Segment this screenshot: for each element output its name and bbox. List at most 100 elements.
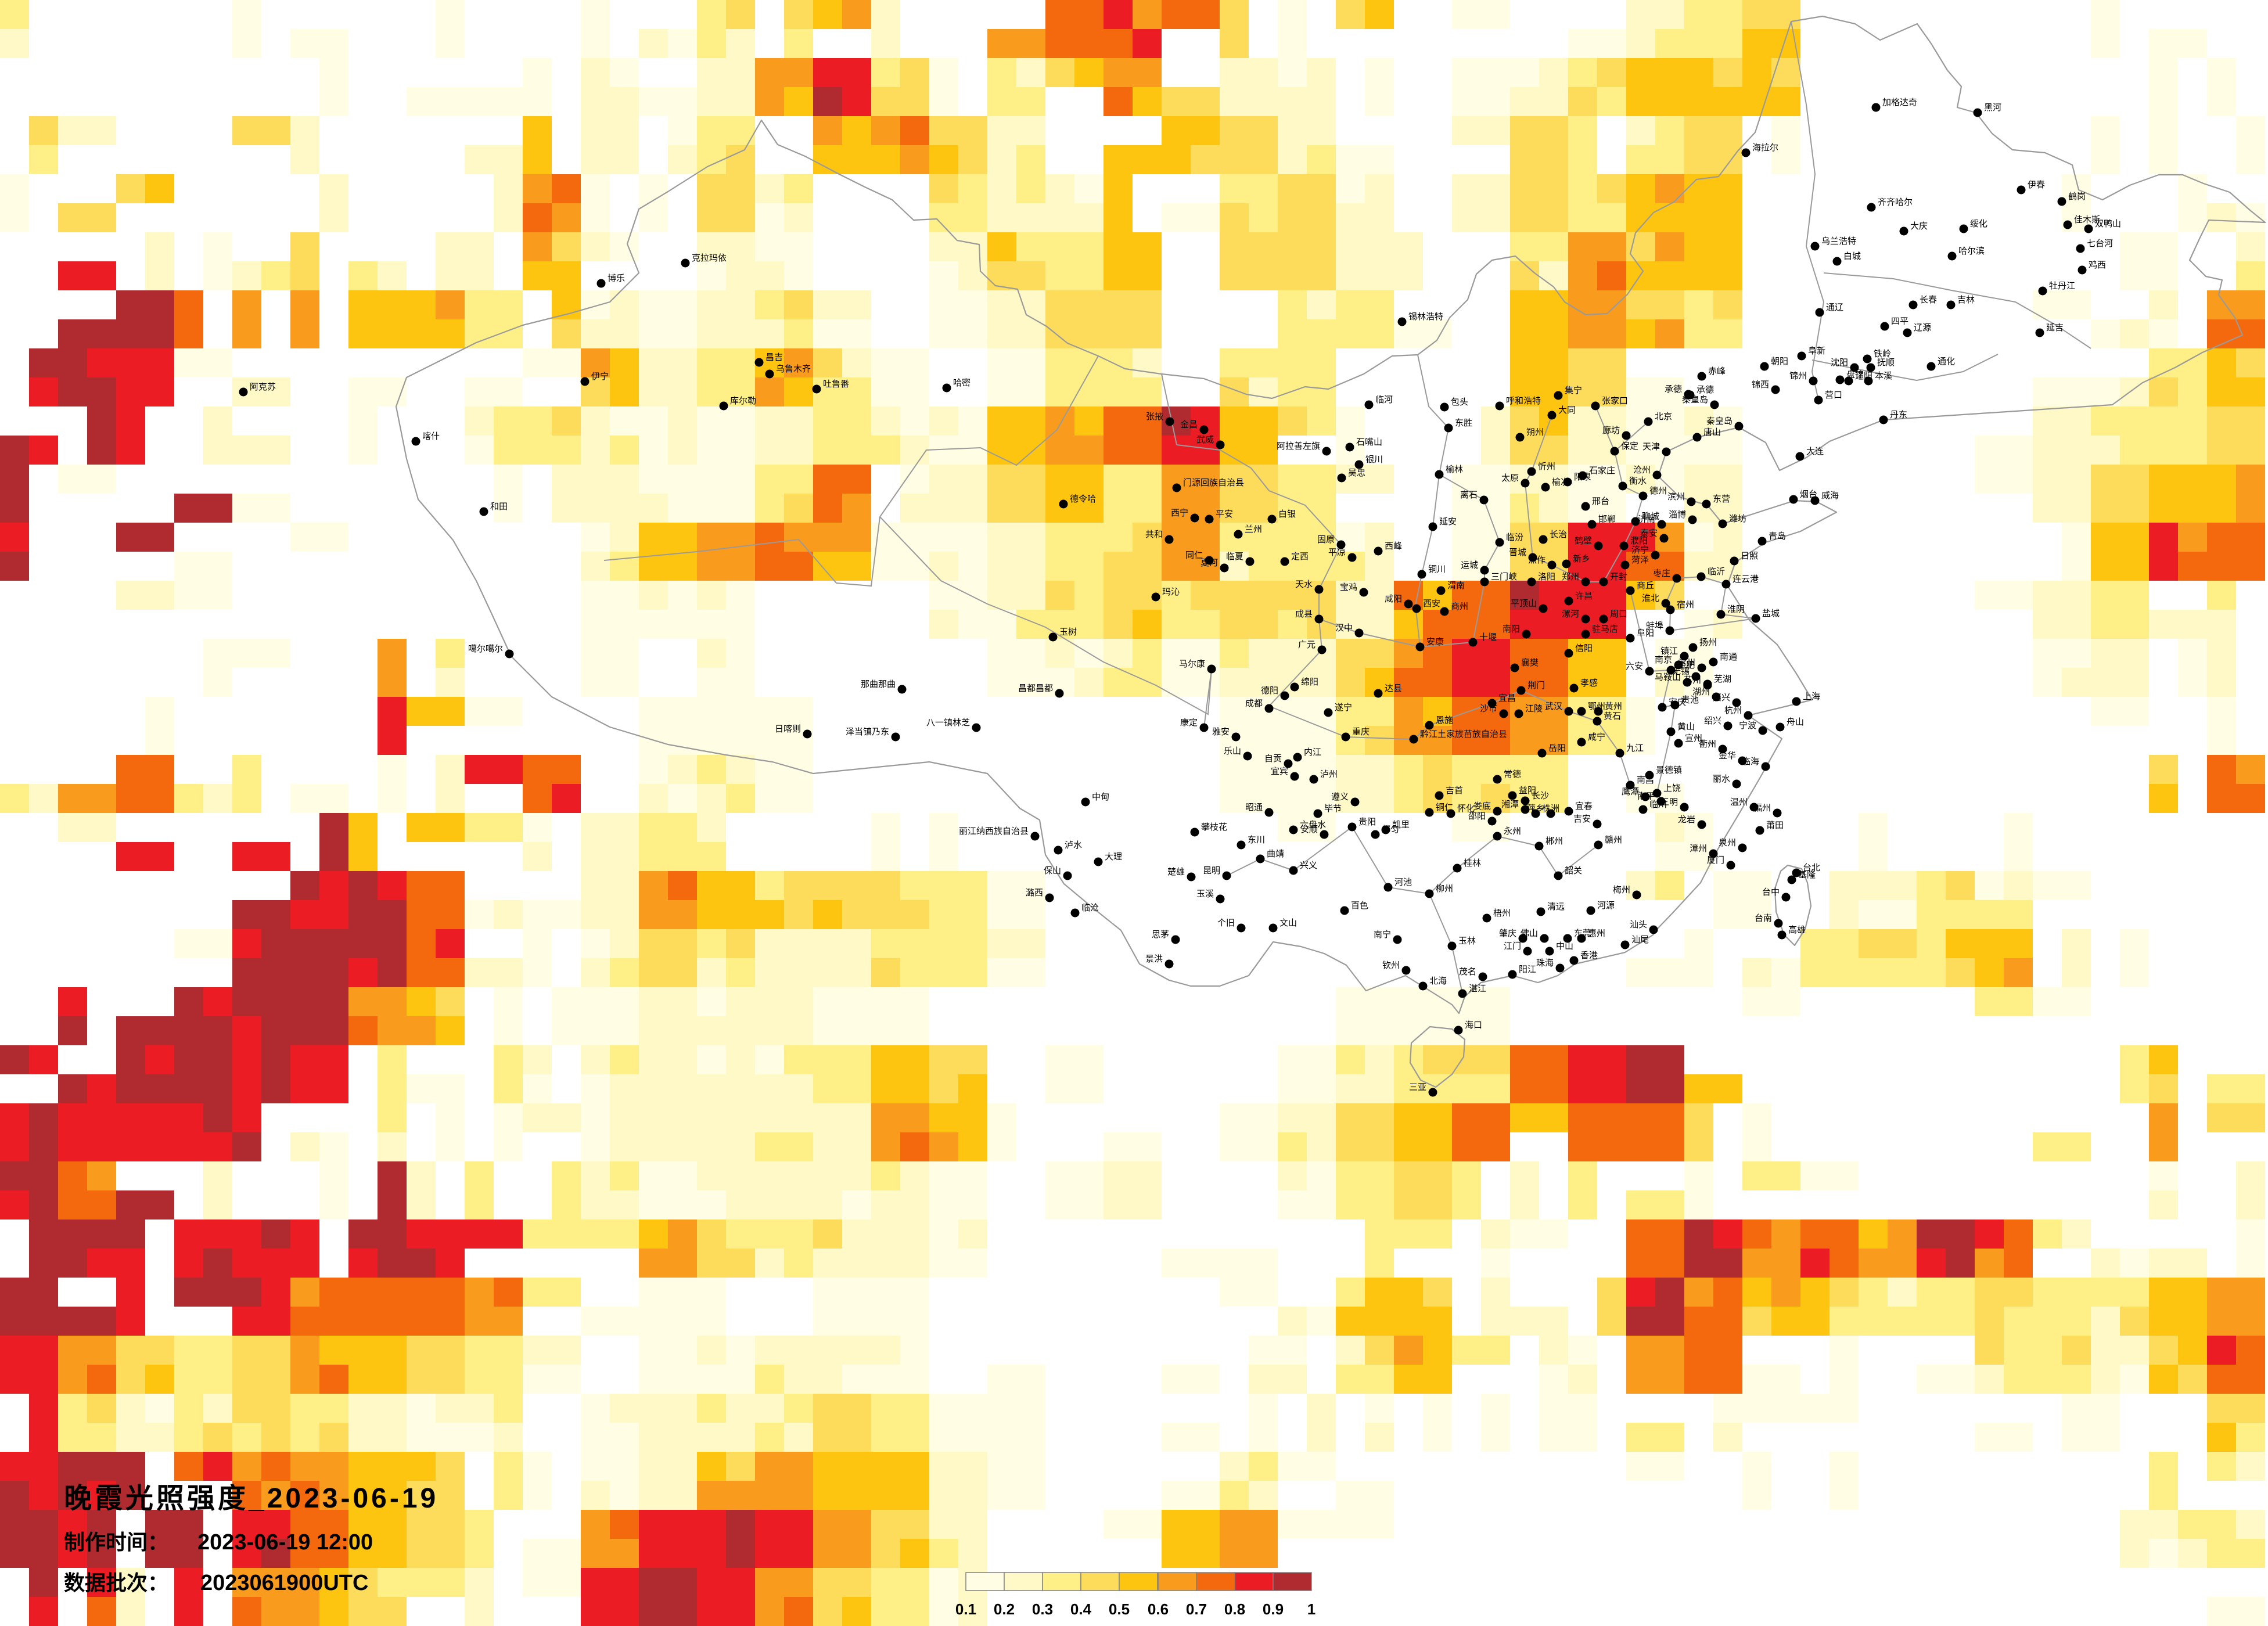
svg-text:六安: 六安 [1626,661,1643,671]
svg-text:黔江土家族苗族自治县: 黔江土家族苗族自治县 [1420,729,1507,739]
svg-text:玉溪: 玉溪 [1196,889,1214,899]
svg-text:七台河: 七台河 [2087,239,2113,249]
svg-text:咸阳: 咸阳 [1385,594,1402,604]
svg-text:0.4: 0.4 [1070,1600,1092,1618]
svg-text:东营: 东营 [1713,494,1730,504]
svg-text:凯里: 凯里 [1392,820,1410,830]
svg-text:延安: 延安 [1439,517,1457,527]
svg-text:大连: 大连 [1806,447,1824,456]
svg-text:张家口: 张家口 [1602,396,1628,406]
svg-text:阿拉善左旗: 阿拉善左旗 [1277,441,1320,451]
svg-text:滨州: 滨州 [1667,492,1685,502]
svg-text:漳州: 漳州 [1690,843,1707,854]
svg-text:博乐: 博乐 [608,274,625,283]
svg-text:周口: 周口 [1610,609,1627,619]
svg-text:萍乡: 萍乡 [1527,804,1544,814]
svg-text:漯河: 漯河 [1562,609,1579,619]
svg-text:承德: 承德 [1696,384,1714,395]
svg-text:重庆: 重庆 [1352,727,1370,737]
svg-text:泰安: 泰安 [1640,528,1658,538]
svg-text:库尔勒: 库尔勒 [730,396,756,406]
svg-text:牡丹江: 牡丹江 [2049,281,2075,291]
svg-text:台南: 台南 [1755,913,1772,923]
svg-text:0.6: 0.6 [1148,1600,1169,1618]
svg-text:加格达奇: 加格达奇 [1882,98,1917,107]
svg-text:齐齐哈尔: 齐齐哈尔 [1878,197,1913,207]
svg-text:驻马店: 驻马店 [1592,624,1618,634]
svg-text:乌兰浩特: 乌兰浩特 [1821,236,1856,246]
svg-text:楚雄: 楚雄 [1167,867,1185,877]
svg-text:绵阳: 绵阳 [1301,677,1318,687]
svg-text:珠海: 珠海 [1536,958,1554,968]
svg-text:昭通: 昭通 [1245,803,1263,812]
svg-text:德阳: 德阳 [1261,685,1278,696]
svg-text:2023061900UTC: 2023061900UTC [200,1571,368,1595]
svg-text:安顺: 安顺 [1300,825,1318,834]
svg-text:日喀则: 日喀则 [775,724,801,734]
svg-text:康定: 康定 [1180,718,1198,728]
svg-text:东川: 东川 [1248,835,1265,845]
svg-text:石嘴山: 石嘴山 [1356,437,1382,447]
svg-text:柳州: 柳州 [1436,884,1453,894]
svg-text:晚霞光照强度_2023-06-19: 晚霞光照强度_2023-06-19 [64,1483,438,1514]
svg-text:景德镇: 景德镇 [1656,765,1682,775]
svg-text:长沙: 长沙 [1532,791,1549,801]
svg-text:衡水: 衡水 [1629,476,1647,486]
svg-text:商丘: 商丘 [1637,581,1654,591]
svg-text:开封: 开封 [1610,572,1627,582]
svg-text:思茅: 思茅 [1152,930,1169,940]
svg-text:江陵: 江陵 [1525,704,1543,714]
svg-text:芜湖: 芜湖 [1714,674,1731,684]
svg-text:湖州: 湖州 [1692,687,1710,697]
svg-text:岳阳: 岳阳 [1548,743,1566,753]
svg-text:唐山: 唐山 [1703,427,1721,437]
svg-text:临沂: 临沂 [1708,567,1725,577]
svg-text:临汾: 临汾 [1506,533,1523,542]
svg-text:台北: 台北 [1803,863,1820,873]
svg-text:自贡: 自贡 [1264,754,1282,764]
svg-text:内江: 内江 [1304,747,1321,757]
svg-text:菏泽: 菏泽 [1631,555,1649,565]
svg-text:廊坊: 廊坊 [1602,426,1620,436]
svg-text:江门: 江门 [1504,941,1521,951]
svg-text:武威: 武威 [1196,435,1214,445]
svg-text:乐山: 乐山 [1224,746,1241,756]
svg-text:德州: 德州 [1649,485,1667,496]
svg-text:梧州: 梧州 [1493,908,1511,918]
svg-text:门源回族自治县: 门源回族自治县 [1183,478,1244,488]
svg-text:阳江: 阳江 [1519,965,1536,974]
svg-text:咸宁: 咸宁 [1588,732,1605,742]
svg-text:双鸭山: 双鸭山 [2095,219,2121,229]
svg-text:数据批次：: 数据批次： [64,1571,168,1595]
svg-text:沙市: 沙市 [1480,704,1497,714]
svg-text:玉树: 玉树 [1059,627,1077,637]
svg-text:泸水: 泸水 [1065,840,1082,850]
svg-text:成都: 成都 [1245,699,1263,708]
svg-text:0.9: 0.9 [1263,1600,1284,1618]
svg-text:运城: 运城 [1461,560,1478,570]
svg-text:扬州: 扬州 [1699,638,1717,647]
svg-text:南通: 南通 [1720,652,1737,662]
svg-text:西峰: 西峰 [1385,541,1402,551]
svg-text:鹤岗: 鹤岗 [2068,192,2086,202]
svg-text:温州: 温州 [1730,797,1748,807]
svg-text:平顶山: 平顶山 [1511,599,1537,609]
svg-text:潍坊: 潍坊 [1729,514,1746,524]
svg-text:济宁: 济宁 [1631,545,1649,555]
svg-text:哈密: 哈密 [953,378,971,388]
svg-text:昆明: 昆明 [1203,866,1220,876]
svg-text:玉林: 玉林 [1458,936,1476,946]
svg-text:临夏: 临夏 [1226,552,1243,562]
svg-text:三亚: 三亚 [1409,1082,1426,1092]
svg-text:信阳: 信阳 [1575,643,1593,653]
svg-text:抚顺: 抚顺 [1877,358,1895,368]
svg-text:高雄: 高雄 [1788,925,1806,935]
svg-text:日照: 日照 [1741,551,1758,561]
svg-text:许昌: 许昌 [1575,591,1593,601]
svg-text:郑州: 郑州 [1562,572,1579,582]
svg-text:淮阴: 淮阴 [1727,605,1745,614]
svg-text:雅安: 雅安 [1212,727,1230,737]
svg-text:河源: 河源 [1597,901,1615,911]
svg-text:噶尔噶尔: 噶尔噶尔 [468,644,503,654]
svg-text:天水: 天水 [1295,580,1313,589]
